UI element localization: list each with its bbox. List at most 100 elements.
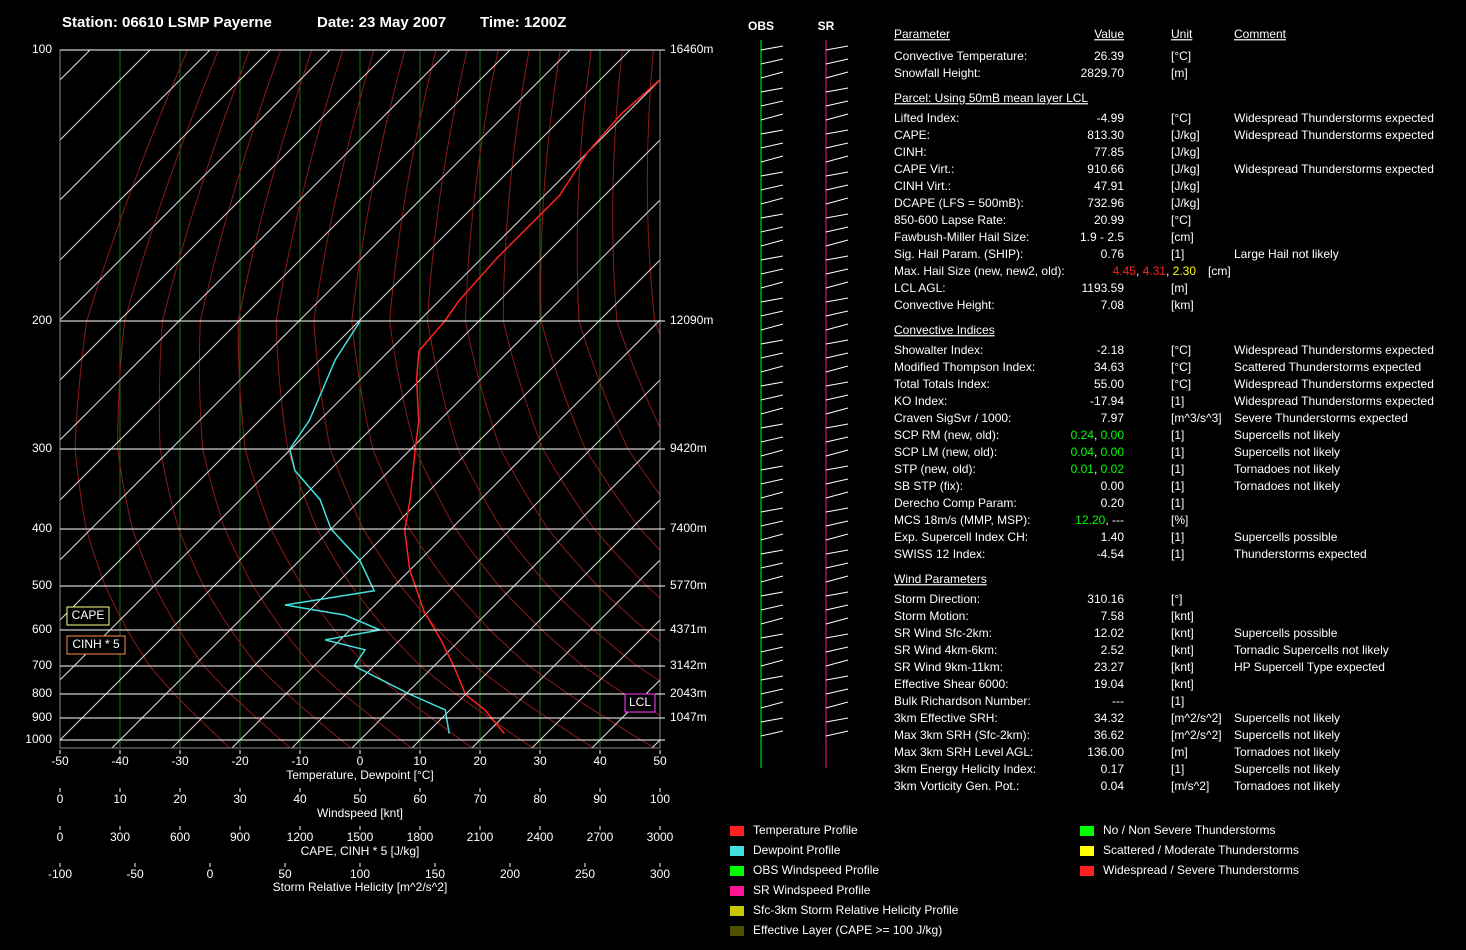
wind-barb [760,646,784,653]
height-label: 3142m [670,658,707,672]
wind-barb [825,213,849,219]
dry-adiabat [540,50,660,551]
parameter: 850-600 Lapse Rate: [894,213,1006,227]
wind-barb [760,381,784,387]
wind-barb [825,226,849,233]
unit: [knt] [1171,643,1194,657]
srh_axis-label: Storm Relative Helicity [m^2/s^2] [273,880,448,894]
unit: [°] [1171,592,1182,606]
parameter: SB STP (fix): [894,479,963,493]
parameter: SWISS 12 Index: [894,547,985,561]
parameter: Convective Height: [894,298,995,312]
legend-label: Scattered / Moderate Thunderstorms [1103,843,1299,857]
temperature-profile [403,78,660,735]
wind-barb [825,100,849,107]
column-header: Unit [1171,27,1193,41]
parameter: SCP RM (new, old): [894,428,999,442]
value: 0.24, 0.00 [1071,428,1125,442]
wind-barb [825,659,849,667]
cape_axis-tick-label: 900 [230,830,250,844]
wind-barb [760,45,784,51]
comment: Tornadic Supercells not likely [1234,643,1389,657]
wind-barb [825,171,849,177]
value: --- [1112,694,1124,708]
isotherm [411,499,660,748]
unit: [m] [1171,66,1188,80]
unit: [1] [1171,445,1184,459]
wind-barb [825,323,849,331]
windspeed_axis-tick-label: 90 [593,792,607,806]
wind-barb [825,310,849,317]
wind-barb [760,394,784,401]
wind-barb [825,352,849,359]
value: 1.40 [1101,530,1125,544]
unit: [m^2/s^2] [1171,728,1222,742]
wind-barb [825,58,849,65]
srh_axis-tick-label: 250 [575,867,595,881]
wind-barb [825,562,849,569]
unit: [°C] [1171,343,1191,357]
value-part: --- [1112,513,1124,527]
value: 0.00 [1101,479,1125,493]
wind-barb [825,436,849,443]
comment: Supercells not likely [1234,428,1340,442]
wind-barb [760,423,784,429]
wind-barb [760,310,784,317]
height-label: 16460m [670,42,713,56]
unit: [m^2/s^2] [1171,711,1222,725]
wind-barb [825,617,849,625]
wind-barb [760,297,784,303]
isotherm [60,50,631,621]
parameter: CAPE Virt.: [894,162,954,176]
unit: [m] [1171,281,1188,295]
unit: [°C] [1171,49,1191,63]
unit: [J/kg] [1171,162,1200,176]
wind-barb [760,449,784,457]
value: 20.99 [1094,213,1124,227]
windspeed_axis-tick-label: 100 [650,792,670,806]
pressure-label: 300 [32,441,52,455]
value: 0.17 [1101,762,1125,776]
value-part: 0.04 [1071,445,1095,459]
wind-barb [825,646,849,653]
wind-barb [825,113,849,121]
wind-barb [760,129,784,135]
date: Date: 23 May 2007 [317,14,446,31]
value: 7.58 [1101,609,1125,623]
temperature_axis-tick-label: 40 [593,754,607,768]
wind-barb [825,155,849,163]
wind-barb [760,675,784,681]
isotherm [60,50,451,441]
value: 7.08 [1101,298,1125,312]
wind-barb [760,184,784,191]
temperature_axis-tick-label: -30 [171,754,189,768]
wind-barb [760,58,784,65]
value: 26.39 [1094,49,1124,63]
value: 36.62 [1094,728,1124,742]
value: 136.00 [1087,745,1124,759]
windspeed_axis-label: Windspeed [knt] [317,806,403,820]
wind-barb [760,604,784,611]
wind-barb [825,339,849,345]
value-part: , [1105,513,1112,527]
pressure-label: 1000 [25,732,52,746]
box [624,693,656,713]
dry-adiabat [275,50,534,748]
wind-barb [825,575,849,583]
windspeed_axis-tick-label: 80 [533,792,547,806]
unit: [cm] [1208,264,1231,278]
value: 19.04 [1094,677,1124,691]
cape_axis-tick-label: 2700 [587,830,614,844]
parameter: Modified Thompson Index: [894,360,1035,374]
cape_axis-tick-label: 3000 [647,830,674,844]
parameter: Max 3km SRH Level AGL: [894,745,1033,759]
wind-barb [760,155,784,163]
pressure-label: 600 [32,622,52,636]
unit: [1] [1171,530,1184,544]
wind-barb [760,633,784,639]
parameter: Exp. Supercell Index CH: [894,530,1028,544]
wind-barb [760,436,784,443]
comment: HP Supercell Type expected [1234,660,1385,674]
windspeed_axis-tick-label: 30 [233,792,247,806]
